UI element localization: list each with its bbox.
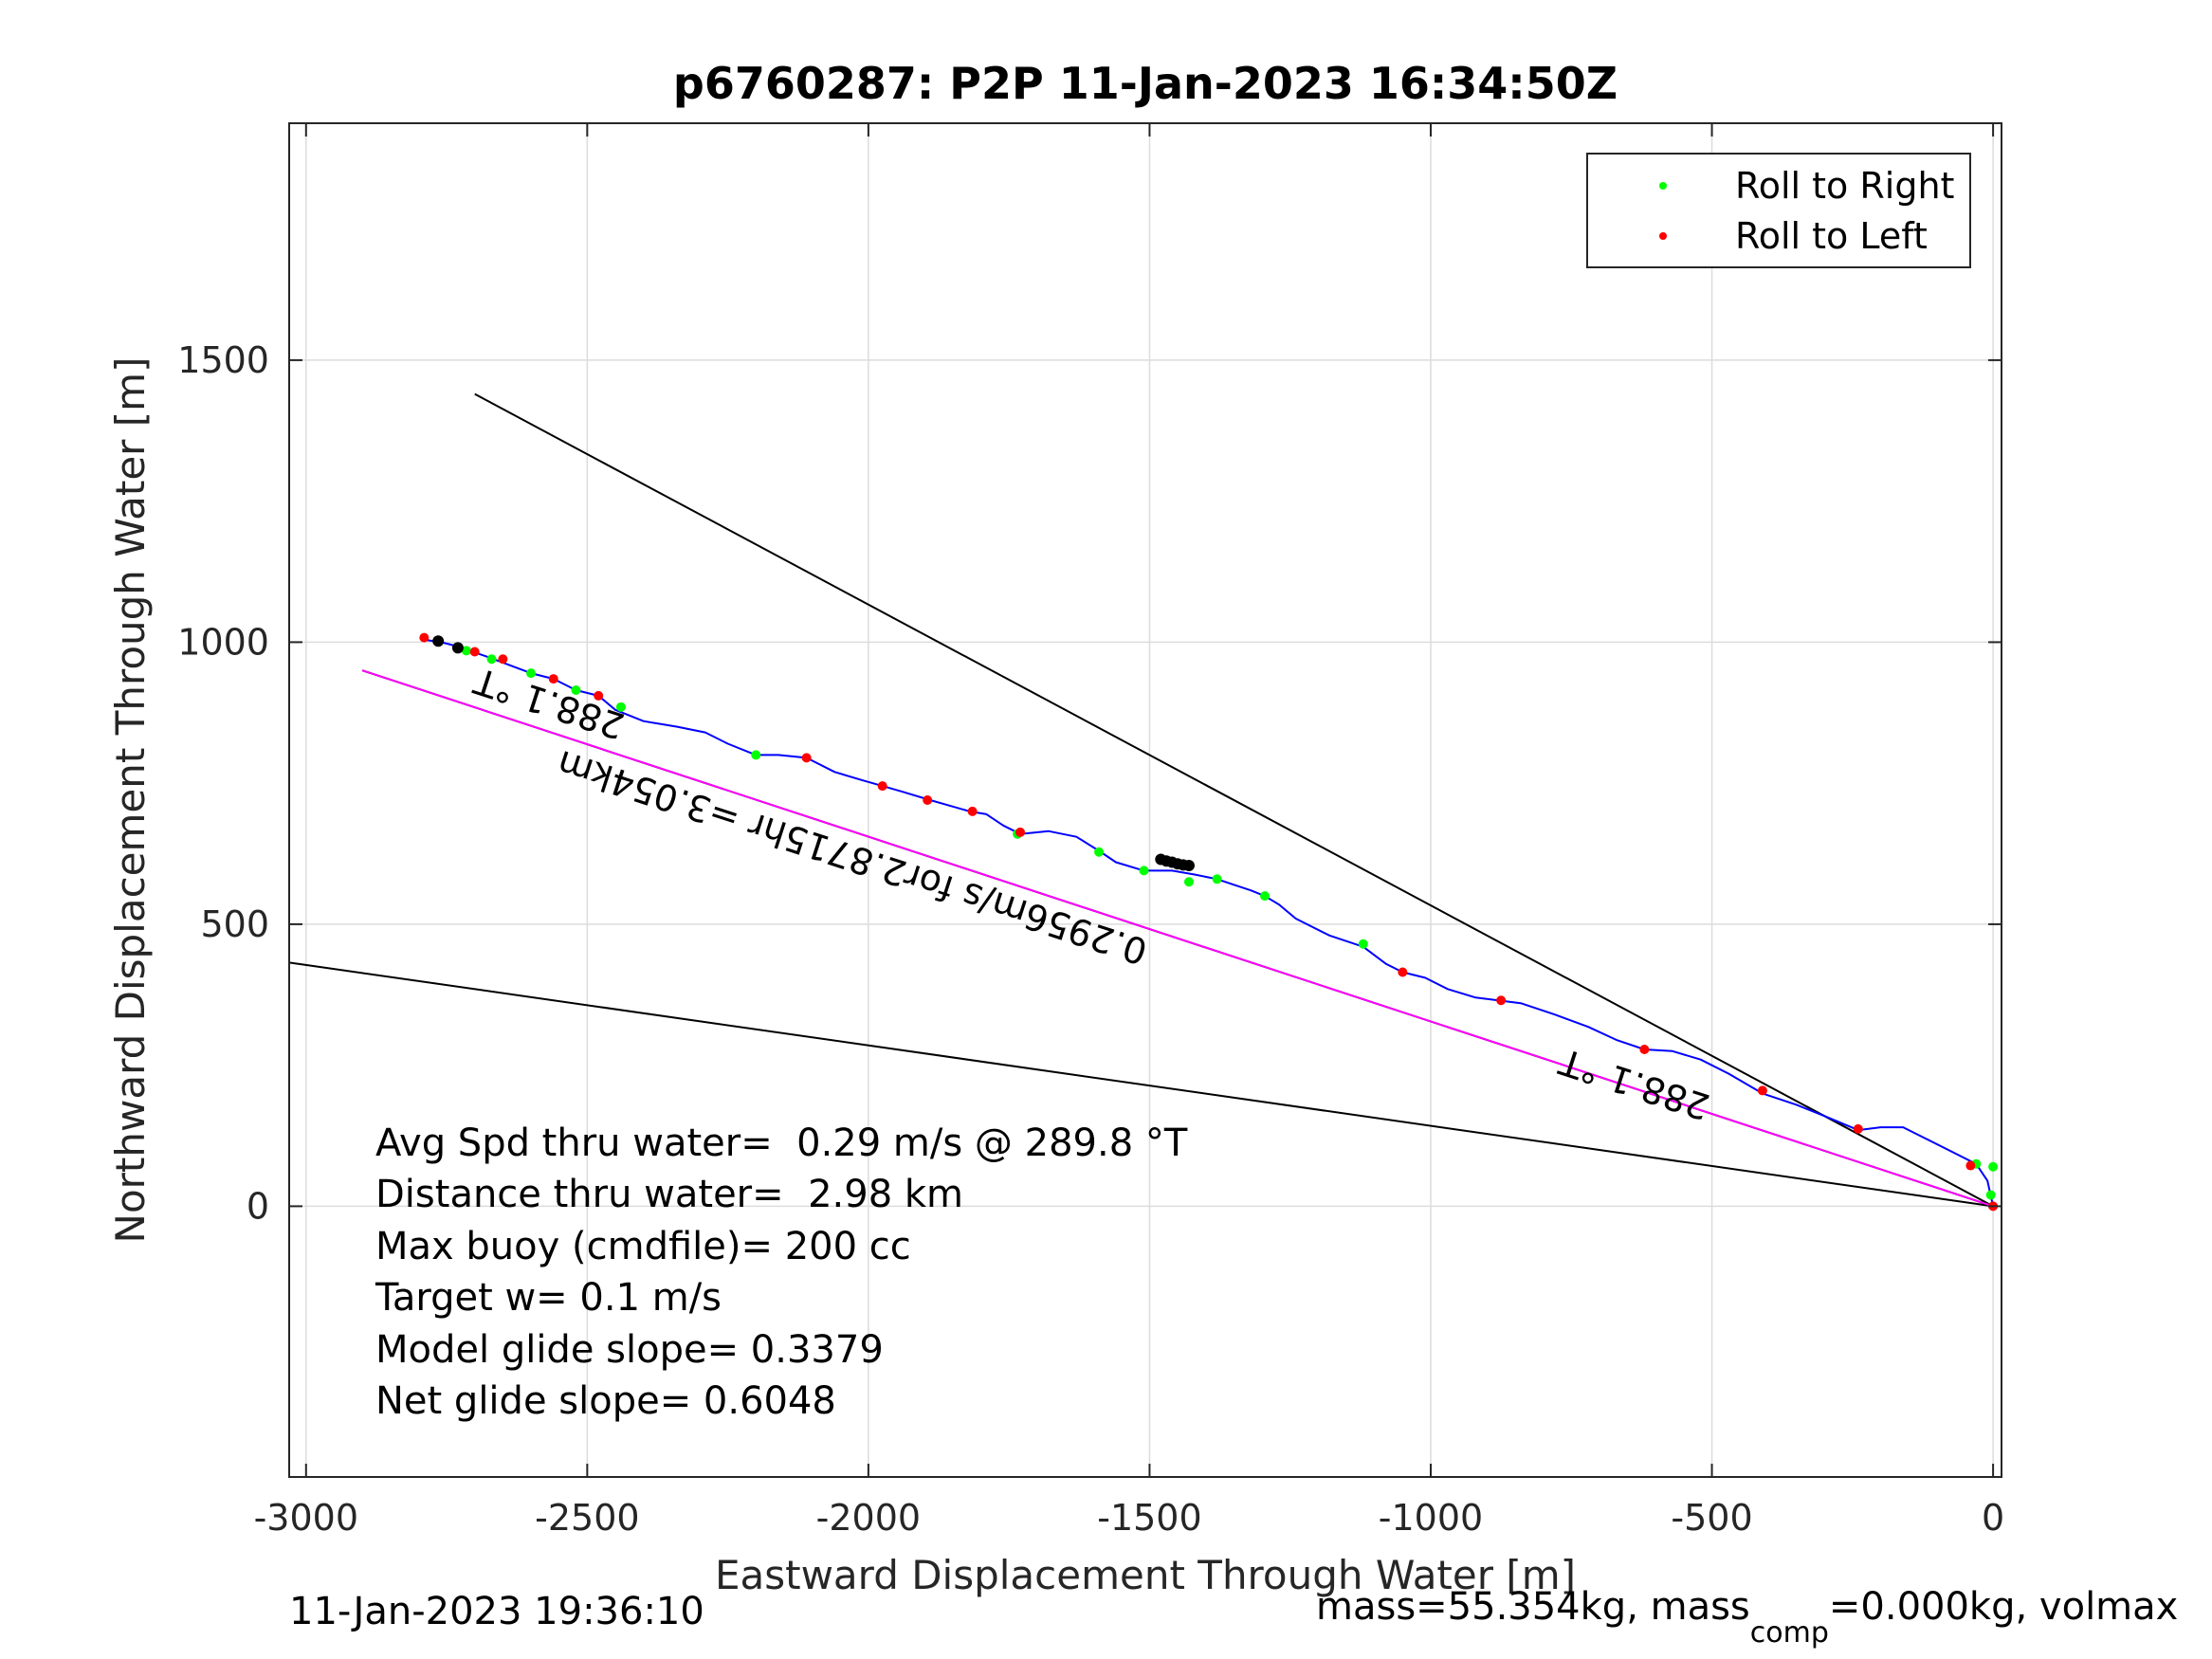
axis-ticks: -3000 -2500 -2000 -1500 -1000 -500 0 0 500 1000 15… xyxy=(177,123,2004,1539)
footer-mass-b: =0.000kg, volmax xyxy=(1829,1585,2178,1629)
stat-net-glide-slope: Net glide slope= 0.6048 xyxy=(375,1379,836,1423)
plot-background xyxy=(289,123,2002,1477)
roll-left-point xyxy=(877,781,887,792)
surface-fix-point xyxy=(432,635,445,647)
legend-box xyxy=(1586,153,1971,268)
roll-left-point xyxy=(469,647,480,657)
stat-avg-speed: Avg Spd thru water= 0.29 m/s @ 289.8 °T xyxy=(375,1121,1188,1165)
roll-left-point xyxy=(1015,827,1026,837)
roll-right-point xyxy=(461,646,471,656)
heading-line xyxy=(288,961,1994,1208)
roll-right-point xyxy=(1358,939,1368,949)
roll-left-point xyxy=(594,690,604,701)
roll-right-point xyxy=(1260,891,1271,902)
footer-mass-info: mass=55.354kg, masscomp=0.000kg, volmax xyxy=(1316,1585,2178,1650)
roll-right-point xyxy=(1988,1161,1999,1172)
roll-right-point xyxy=(486,654,497,665)
chart-title: p6760287: P2P 11-Jan-2023 16:34:50Z xyxy=(673,58,1618,109)
footer-mass-sub: comp xyxy=(1750,1616,1829,1650)
footer-timestamp: 11-Jan-2023 19:36:10 xyxy=(289,1590,704,1633)
heading-line xyxy=(474,392,1994,1208)
legend-marker-roll-right xyxy=(1659,182,1667,190)
roll-left-point xyxy=(1496,995,1507,1006)
track-line xyxy=(421,638,1995,1207)
roll-right-point xyxy=(751,750,761,760)
roll-left-point xyxy=(1639,1044,1650,1054)
heading-line xyxy=(361,669,1994,1208)
heading-lines xyxy=(288,392,1994,1208)
roll-right-point xyxy=(1985,1190,1996,1200)
y-tick-label: 1000 xyxy=(177,621,269,663)
surface-fix-point xyxy=(1182,860,1195,872)
legend-marker-roll-left xyxy=(1659,232,1667,240)
roll-left-point xyxy=(548,674,558,684)
roll-right-point xyxy=(526,668,537,679)
x-tick-label: 0 xyxy=(1982,1497,2004,1539)
stat-model-glide-slope: Model glide slope= 0.3379 xyxy=(375,1328,884,1372)
plot-frame xyxy=(288,122,2002,1478)
roll-left-point xyxy=(1853,1123,1863,1134)
x-tick-label: -500 xyxy=(1671,1497,1752,1539)
roll-left-point xyxy=(1757,1085,1767,1096)
footer-mass-a: mass=55.354kg, mass xyxy=(1316,1585,1750,1629)
roll-points xyxy=(419,632,1999,1212)
roll-left-point xyxy=(419,632,430,643)
track xyxy=(421,638,1995,1207)
roll-right-point xyxy=(571,684,581,695)
roll-left-point xyxy=(967,806,978,816)
legend: Roll to Right Roll to Left xyxy=(1586,153,1971,268)
x-tick-label: -2000 xyxy=(816,1497,921,1539)
roll-right-point xyxy=(615,702,626,712)
roll-right-point xyxy=(1094,847,1105,857)
y-tick-label: 1500 xyxy=(177,339,269,381)
roll-left-point xyxy=(923,795,933,805)
x-tick-label: -2500 xyxy=(535,1497,639,1539)
roll-right-point xyxy=(1139,866,1149,876)
roll-left-point xyxy=(801,753,812,763)
grid xyxy=(289,123,2002,1477)
y-axis-label: Northward Displacement Through Water [m] xyxy=(107,357,154,1244)
roll-left-point xyxy=(498,654,508,665)
stat-target-w: Target w= 0.1 m/s xyxy=(375,1276,722,1320)
roll-left-point xyxy=(1965,1160,1976,1171)
x-axis-label: Eastward Displacement Through Water [m] xyxy=(715,1552,1576,1598)
stat-distance: Distance thru water= 2.98 km xyxy=(375,1173,963,1216)
legend-label-roll-right: Roll to Right xyxy=(1735,165,1954,207)
roll-left-point xyxy=(1398,967,1408,977)
y-tick-label: 500 xyxy=(200,903,269,945)
legend-label-roll-left: Roll to Left xyxy=(1735,215,1928,257)
x-tick-label: -3000 xyxy=(254,1497,358,1539)
y-tick-label: 0 xyxy=(247,1185,269,1227)
roll-right-point xyxy=(1212,874,1222,884)
stats-block: Avg Spd thru water= 0.29 m/s @ 289.8 °T … xyxy=(375,1121,1188,1423)
x-tick-label: -1500 xyxy=(1097,1497,1201,1539)
surface-fix-point xyxy=(451,642,464,654)
x-tick-label: -1000 xyxy=(1379,1497,1483,1539)
roll-right-point xyxy=(1183,877,1194,887)
stat-max-buoy: Max buoy (cmdfile)= 200 cc xyxy=(375,1225,911,1268)
